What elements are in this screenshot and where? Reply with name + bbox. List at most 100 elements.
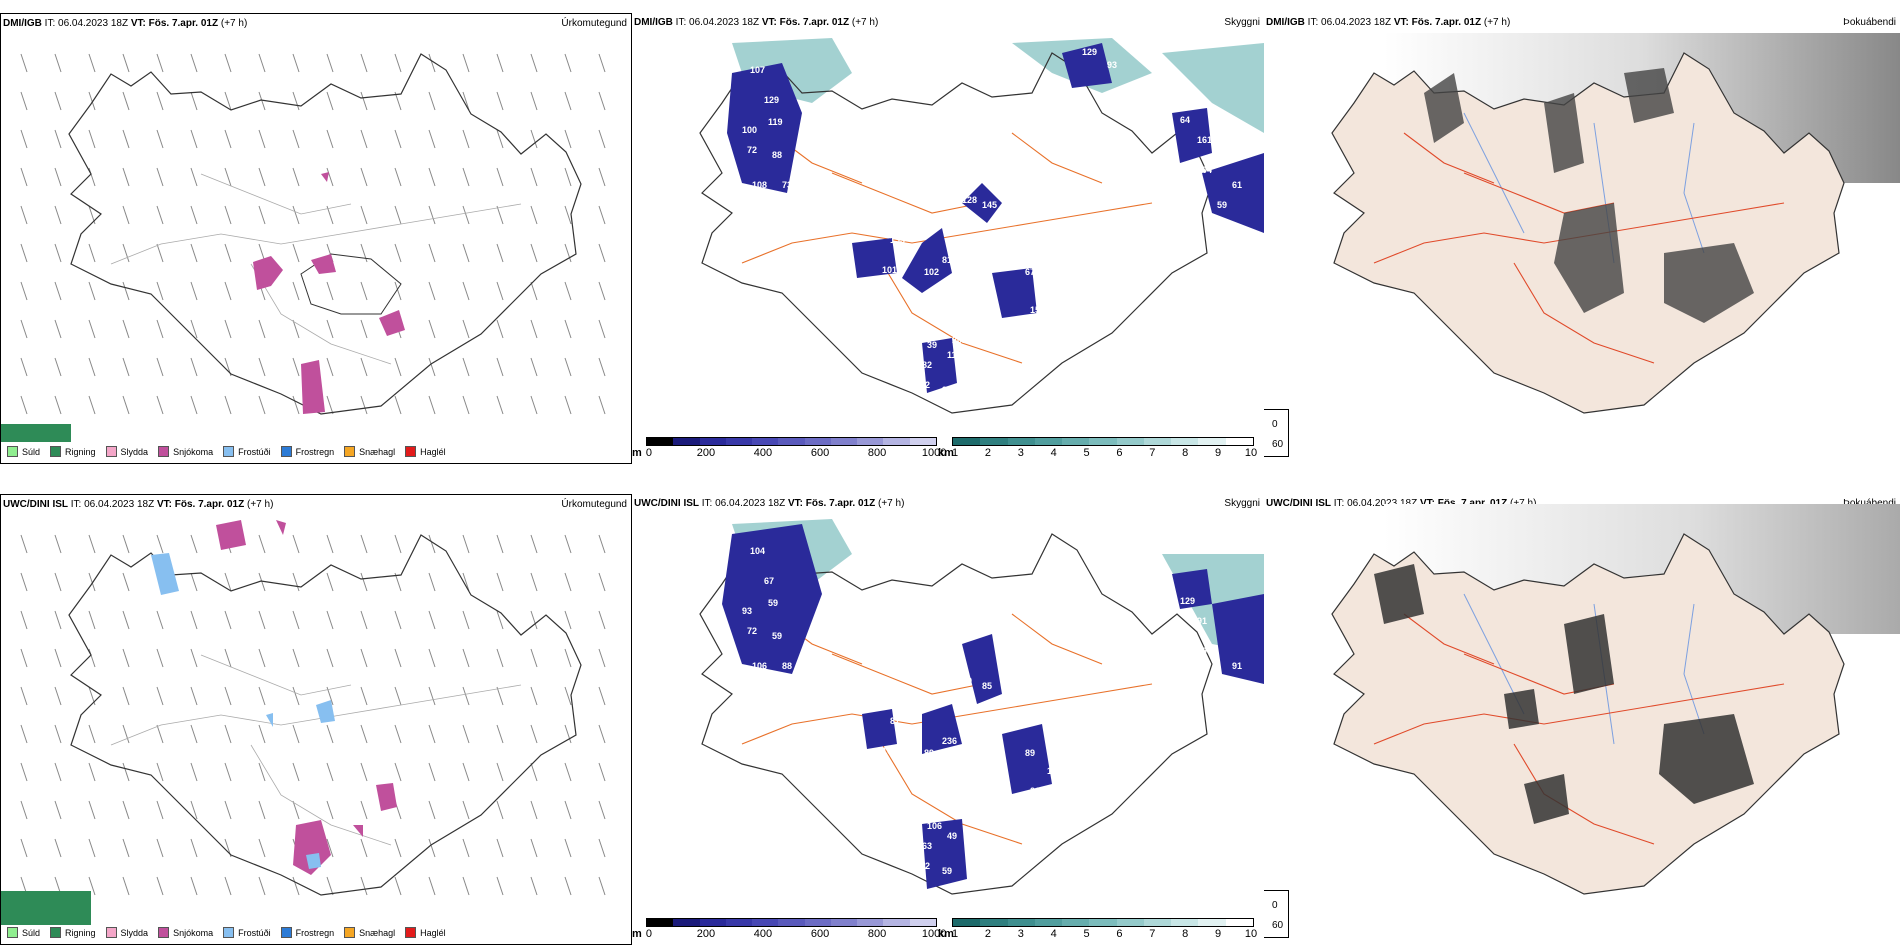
wind-barb bbox=[326, 319, 334, 339]
wind-barb bbox=[530, 876, 538, 896]
wind-barb bbox=[224, 724, 232, 744]
legend-swatch bbox=[223, 446, 235, 457]
wind-barb bbox=[156, 243, 164, 263]
wind-barb bbox=[360, 319, 368, 339]
wind-barb bbox=[496, 610, 504, 630]
wind-barb bbox=[394, 395, 402, 415]
wind-barb bbox=[598, 800, 606, 820]
legend-label: Frostúði bbox=[238, 446, 271, 457]
wind-barb bbox=[54, 357, 62, 377]
legend-label: Snjókoma bbox=[173, 927, 214, 938]
legend-swatch bbox=[280, 927, 292, 938]
wind-barb bbox=[462, 357, 470, 377]
wind-barb bbox=[292, 876, 300, 896]
cloud-base-label: 107 bbox=[750, 65, 765, 75]
wind-barb bbox=[258, 395, 266, 415]
wind-barb bbox=[54, 800, 62, 820]
cloud-base-label: 77 bbox=[912, 774, 922, 784]
cloud-base-label: 87 bbox=[890, 716, 900, 726]
wind-barb bbox=[156, 91, 164, 111]
wind-barb bbox=[190, 319, 198, 339]
wind-barb bbox=[156, 610, 164, 630]
wind-barb bbox=[224, 167, 232, 187]
cloud-base-label: 39 bbox=[927, 340, 937, 350]
wind-barb bbox=[156, 129, 164, 149]
fog-panel-2: UWC/DINI ISL IT: 06.04.2023 18Z VT: Fös.… bbox=[1264, 494, 1900, 945]
wind-barb bbox=[360, 572, 368, 592]
wind-barb bbox=[190, 395, 198, 415]
precip-type-panel-2: UWC/DINI ISL IT: 06.04.2023 18Z VT: Fös.… bbox=[0, 494, 632, 945]
wind-barb bbox=[190, 357, 198, 377]
issue-time: IT: 06.04.2023 18Z bbox=[672, 17, 762, 28]
wind-barb bbox=[54, 281, 62, 301]
wind-barb bbox=[462, 686, 470, 706]
colorbar-segment bbox=[883, 438, 910, 445]
wind-barb bbox=[360, 534, 368, 554]
cloud-base-label: 201 bbox=[952, 335, 967, 345]
model-name: DMI/IGB bbox=[3, 18, 42, 29]
cloud-base-label: 67 bbox=[764, 576, 774, 586]
iceland-coastline bbox=[68, 534, 582, 896]
wind-barb bbox=[88, 610, 96, 630]
legend-label: Rigning bbox=[65, 927, 96, 938]
legend-item: Súld bbox=[7, 446, 40, 457]
colorbar-tick: 400 bbox=[753, 447, 773, 459]
wind-barb bbox=[224, 572, 232, 592]
cloud-base-label: 147 bbox=[1047, 285, 1062, 295]
wind-barb bbox=[20, 800, 28, 820]
lead-time: (+7 h) bbox=[244, 499, 274, 510]
colorbar-tick: 9 bbox=[1215, 928, 1222, 940]
wind-barb bbox=[122, 876, 130, 896]
cloud-base-label: 129 bbox=[764, 95, 779, 105]
wind-barb bbox=[360, 205, 368, 225]
wind-barb bbox=[190, 610, 198, 630]
wind-barb bbox=[20, 319, 28, 339]
wind-barb bbox=[122, 762, 130, 782]
cloud-base-labels: 107 129 119 100 72 88 73 108 129 93 64 161 04 61 59 133… bbox=[690, 47, 1242, 395]
colorbar-segment bbox=[830, 919, 858, 926]
legend-item: Slydda bbox=[105, 446, 148, 457]
wind-barb bbox=[190, 724, 198, 744]
cloud-base-label: 04 bbox=[1202, 165, 1212, 175]
cloud-base-label: 72 bbox=[747, 626, 757, 636]
wind-barb bbox=[54, 648, 62, 668]
wind-barb bbox=[598, 876, 606, 896]
fog-legend-top: 0 bbox=[1272, 418, 1278, 430]
colorbar-tick: 200 bbox=[696, 928, 716, 940]
wind-barb bbox=[224, 876, 232, 896]
wind-barb bbox=[564, 724, 572, 744]
wind-barb bbox=[394, 762, 402, 782]
wind-barb bbox=[496, 572, 504, 592]
roads bbox=[110, 654, 522, 846]
wind-barb bbox=[598, 91, 606, 111]
cloud-base-label: 157 bbox=[1030, 305, 1045, 315]
wind-barb bbox=[394, 534, 402, 554]
wind-barb bbox=[462, 53, 470, 73]
wind-barb bbox=[564, 876, 572, 896]
cloud-base-label: 61 bbox=[690, 721, 700, 731]
colorbar-tick: 5 bbox=[1083, 447, 1090, 459]
wind-barb bbox=[326, 167, 334, 187]
wind-barb bbox=[530, 762, 538, 782]
valid-time-label: VT: bbox=[130, 18, 146, 29]
cloud-base-label: 49 bbox=[947, 831, 957, 841]
wind-barb bbox=[156, 395, 164, 415]
wind-barb bbox=[122, 357, 130, 377]
colorbar-segment bbox=[1198, 919, 1226, 926]
cloud-base-label: 119 bbox=[768, 117, 783, 127]
colorbar-segment bbox=[857, 438, 884, 445]
cloud-base-label: 213 bbox=[1030, 786, 1045, 796]
iceland-coastline bbox=[699, 533, 1213, 895]
wind-barb bbox=[88, 91, 96, 111]
wind-barb bbox=[428, 205, 436, 225]
cloud-base-label: 145 bbox=[982, 200, 997, 210]
legend-item: Snjókoma bbox=[158, 446, 213, 457]
roads bbox=[110, 173, 522, 365]
wind-barb bbox=[326, 395, 334, 415]
wind-barb bbox=[360, 838, 368, 858]
wind-barb bbox=[190, 167, 198, 187]
wind-barb bbox=[462, 395, 470, 415]
wind-barb bbox=[496, 395, 504, 415]
colorbar-tick: 4 bbox=[1050, 447, 1057, 459]
wind-barb bbox=[258, 876, 266, 896]
